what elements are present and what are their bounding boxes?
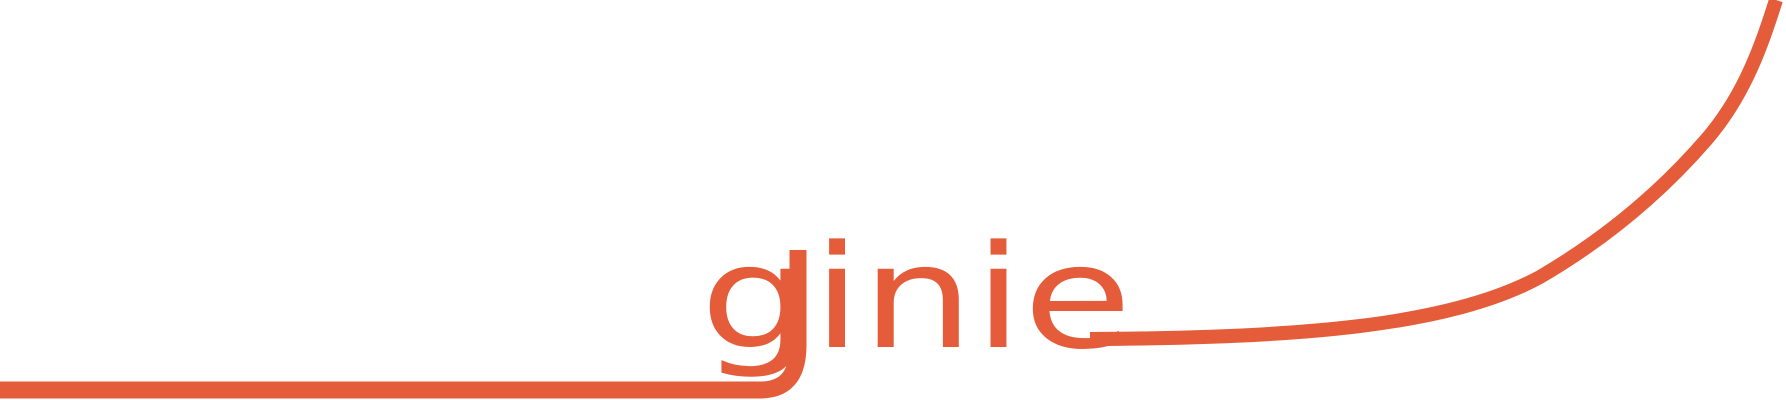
rising-swoosh (1089, 0, 1783, 346)
underline-swoosh (0, 250, 807, 399)
wordmark: ginie (700, 214, 1132, 381)
